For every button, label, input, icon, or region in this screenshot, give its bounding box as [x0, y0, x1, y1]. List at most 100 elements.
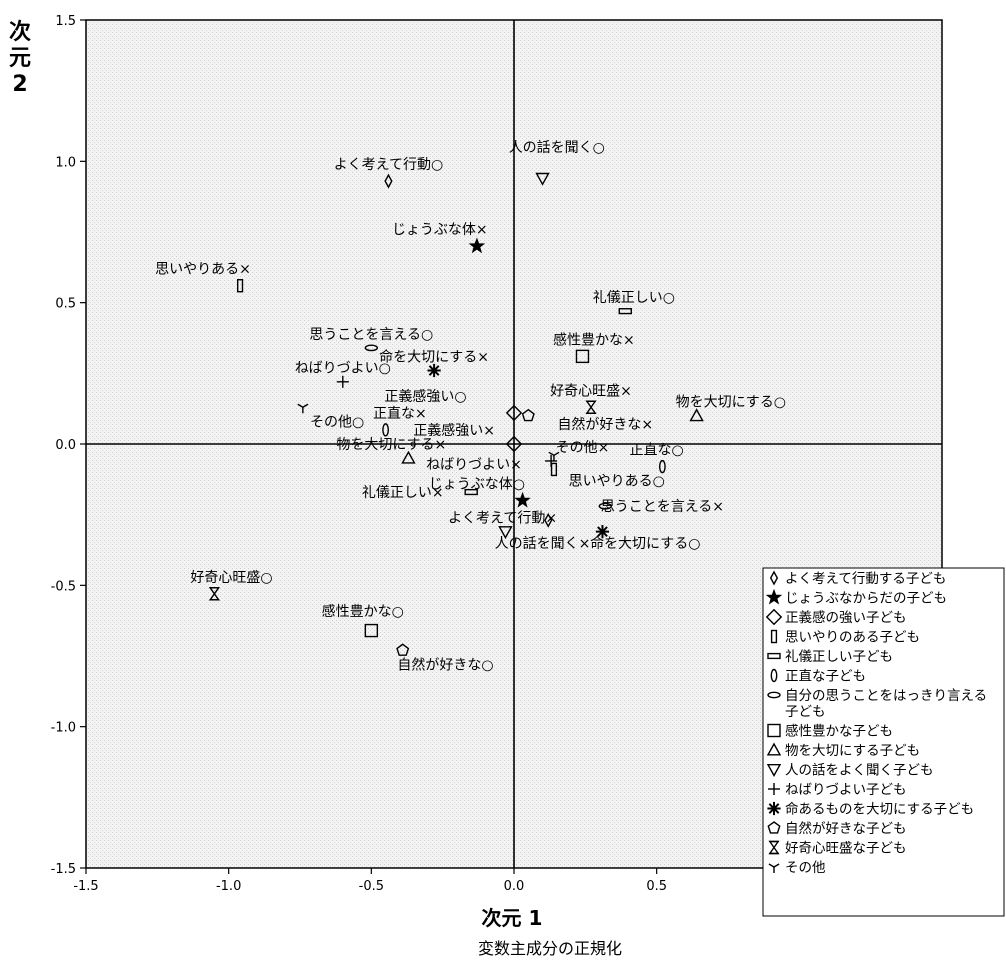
data-point-square [575, 349, 590, 364]
point-label: その他○ [310, 414, 364, 430]
data-point-tall-ellipse [382, 423, 389, 437]
legend-item: 人の話をよく聞く子ども [766, 762, 934, 779]
legend-box [762, 567, 1005, 917]
data-point-diamond-large [505, 435, 523, 453]
point-label: 感性豊かな× [553, 331, 635, 348]
legend-label: 正直な子ども [785, 669, 866, 685]
legend-item: 自分の思うことをはっきり言える子ども [767, 688, 987, 720]
data-point-plus [545, 454, 558, 467]
data-point-asterisk [595, 525, 610, 539]
y-tick-label: -1.5 [51, 862, 76, 877]
data-point-flat-ellipse [598, 502, 613, 510]
legend-label: じょうぶなからだの子ども [785, 591, 947, 607]
legend-label: 正義感の強い子ども [785, 609, 907, 626]
data-point-star [468, 237, 486, 254]
point-label: 礼儀正しい× [362, 485, 444, 501]
y-tick-label: 0.5 [55, 297, 76, 312]
legend-item: その他 [768, 860, 826, 876]
data-point-asterisk [427, 363, 441, 378]
y-tick-label: -1.0 [51, 721, 76, 736]
point-label: 思うことを言える○ [309, 327, 433, 343]
data-point-diamond-large [505, 404, 523, 422]
point-label: じょうぶな体○ [429, 477, 525, 493]
legend-symbol [767, 723, 781, 738]
point-label: 自然が好きな○ [397, 656, 493, 673]
y-tick-label: 0.0 [55, 438, 76, 453]
point-label: 正直な○ [630, 442, 684, 459]
legend-symbol [768, 840, 780, 855]
point-label: 好奇心旺盛○ [190, 569, 272, 586]
x-tick-label: -0.5 [359, 879, 384, 894]
point-label: 物を大切にする○ [676, 395, 786, 411]
legend-item: 物を大切にする子ども [766, 742, 920, 759]
data-point-tripod [548, 451, 560, 462]
data-point-flat-ellipse [364, 344, 379, 352]
point-label: 正義感強い○ [384, 388, 466, 405]
legend-symbol [767, 691, 781, 699]
legend-item: 感性豊かな子ども [767, 723, 893, 740]
x-tick-label: -1.0 [216, 879, 241, 894]
legend-label: 感性豊かな子ども [785, 723, 893, 740]
legend-symbol [768, 783, 780, 795]
legend-item: 好奇心旺盛な子ども [768, 840, 907, 857]
legend-item: 礼儀正しい子ども [767, 649, 893, 665]
legend-label: ねばりづよい子ども [785, 782, 907, 798]
legend-symbol [765, 608, 783, 626]
data-point-triangle-down [498, 526, 513, 540]
point-label: 命を大切にする○ [590, 535, 700, 552]
data-point-flat-rect [618, 308, 632, 315]
legend-item: ねばりづよい子ども [768, 782, 907, 798]
legend-symbol [766, 742, 782, 756]
legend-item: じょうぶなからだの子ども [765, 588, 947, 607]
data-point-flat-rect [464, 488, 478, 496]
legend-symbol [768, 863, 780, 873]
point-label: よく考えて行動○ [334, 157, 444, 173]
legend-label: その他 [785, 860, 826, 876]
data-point-hourglass [585, 400, 597, 414]
y-tick-label: -0.5 [51, 579, 76, 594]
chart-subtitle: 変数主成分の正規化 [477, 939, 622, 958]
legend-item: よく考えて行動する子ども [769, 570, 946, 587]
legend-label: 命あるものを大切にする子ども [785, 801, 974, 818]
point-label: 自然が好きな× [557, 416, 653, 433]
point-label: 思いやりある× [155, 262, 251, 278]
data-point-diamond-small [544, 512, 553, 528]
point-label: 正直な× [373, 405, 427, 422]
x-tick-label: 0.5 [646, 879, 667, 894]
legend-label: 人の話をよく聞く子ども [785, 762, 934, 779]
data-point-plus [336, 375, 349, 388]
y-tick-label: 1.5 [55, 14, 76, 29]
legend-symbol [767, 652, 781, 660]
legend-symbol [766, 764, 782, 777]
legend-symbol [767, 801, 781, 816]
legend-label: 物を大切にする子ども [785, 743, 920, 759]
data-point-tall-rect [550, 462, 558, 477]
point-label: 命を大切にする× [379, 348, 489, 365]
point-label: 礼儀正しい○ [593, 290, 675, 306]
legend-item: 正義感の強い子ども [765, 608, 907, 626]
data-point-star [514, 491, 531, 508]
legend-item: 自然が好きな子ども [767, 820, 907, 837]
data-point-pentagon [521, 408, 535, 422]
data-point-square [364, 623, 379, 638]
legend-label: 自分の思うことをはっきり言える子ども [785, 688, 987, 720]
legend-symbol [770, 629, 778, 644]
point-label: 正義感強い× [413, 422, 495, 439]
y-tick-label: 1.0 [55, 155, 76, 170]
x-tick-label: 0.0 [504, 879, 525, 894]
point-label: 思うことを言える× [601, 499, 724, 515]
data-point-tall-rect [236, 279, 244, 293]
point-label: 人の話を聞く○ [509, 139, 605, 156]
legend-item: 思いやりのある子ども [770, 629, 920, 646]
data-point-tall-ellipse [658, 459, 666, 474]
x-tick-label: -1.5 [73, 879, 98, 894]
point-label: ねばりづよい○ [295, 361, 391, 377]
data-point-hourglass [208, 587, 220, 601]
data-point-diamond-small [384, 173, 393, 189]
data-point-triangle-down [535, 172, 550, 186]
data-point-tripod [297, 403, 309, 414]
legend-label: 礼儀正しい子ども [785, 649, 893, 665]
data-point-pentagon [396, 643, 410, 656]
